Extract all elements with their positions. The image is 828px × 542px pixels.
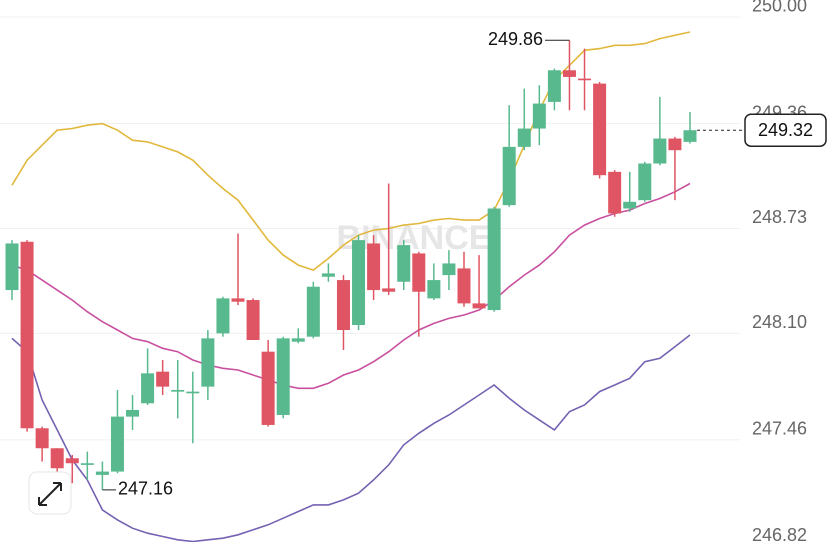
candle-body	[246, 300, 260, 341]
candle-body	[65, 458, 79, 464]
y-tick-label: 248.73	[752, 207, 807, 227]
candle-body	[126, 409, 140, 417]
candle-body	[336, 280, 350, 331]
candle-body	[110, 416, 124, 472]
candle-body	[261, 351, 275, 425]
candle-body	[291, 338, 305, 342]
y-tick-label: 247.46	[752, 419, 807, 439]
candle-body	[487, 208, 501, 311]
candle-body	[653, 138, 667, 164]
boll-line	[11, 182, 691, 390]
y-tick-label: 248.10	[752, 312, 807, 332]
candle-body	[562, 70, 576, 77]
candle-body	[593, 83, 607, 176]
candle-body	[156, 371, 170, 387]
candle-body	[638, 163, 652, 201]
candle-body	[382, 288, 396, 292]
boll-line	[11, 31, 691, 271]
candle-body	[623, 201, 637, 209]
boll-line	[11, 334, 691, 542]
expand-button[interactable]	[28, 471, 72, 515]
candle-body	[397, 245, 411, 282]
candle-body	[306, 286, 320, 337]
candle-body	[276, 338, 290, 415]
candle-body	[517, 128, 531, 147]
candle-body	[5, 243, 19, 291]
candle-body	[80, 463, 94, 465]
candle-body	[608, 171, 622, 214]
candle-body	[35, 428, 49, 449]
candle-body	[352, 240, 366, 326]
candle-body	[201, 338, 215, 387]
candle-body	[321, 273, 335, 277]
candle-body	[668, 138, 682, 151]
last-price-box	[744, 113, 827, 147]
candle-body	[216, 298, 230, 334]
candle-body	[502, 146, 516, 206]
candle-body	[578, 78, 592, 81]
high-label: 249.86	[488, 29, 543, 49]
candle-body	[427, 280, 441, 299]
candle-body	[141, 373, 155, 404]
candle-body	[412, 253, 426, 292]
y-tick-label: 246.82	[752, 525, 807, 542]
candle-body	[231, 298, 245, 302]
candle-body	[367, 243, 381, 291]
last-price-label: 249.32	[758, 120, 813, 140]
candle-body	[20, 241, 34, 429]
candle-body	[95, 471, 109, 475]
expand-icon[interactable]	[38, 482, 62, 506]
candle-body	[50, 448, 64, 469]
candle-body	[442, 263, 456, 276]
candle-body	[171, 389, 185, 392]
candle-body	[472, 303, 486, 309]
candle-body	[186, 391, 200, 394]
candle-body	[532, 103, 546, 129]
candle-body	[457, 268, 471, 304]
candle-body	[547, 70, 561, 102]
candle-body	[683, 130, 697, 142]
low-label: 247.16	[118, 479, 173, 499]
y-tick-label: 250.00	[752, 0, 807, 16]
